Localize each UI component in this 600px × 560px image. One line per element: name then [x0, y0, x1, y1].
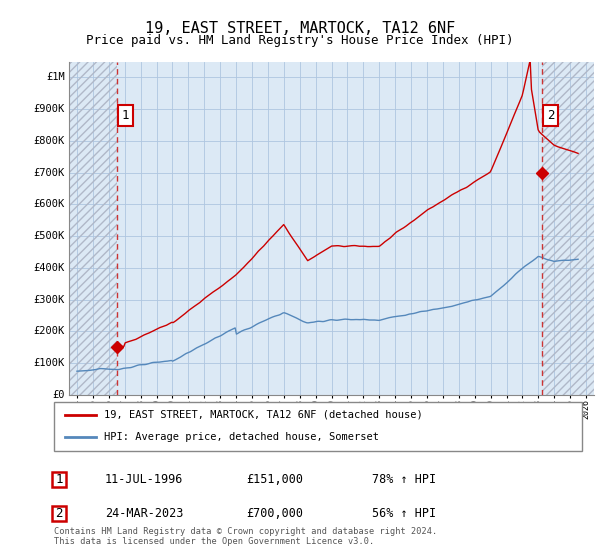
Text: £300K: £300K — [34, 295, 65, 305]
Text: 19, EAST STREET, MARTOCK, TA12 6NF (detached house): 19, EAST STREET, MARTOCK, TA12 6NF (deta… — [104, 410, 423, 420]
Text: 1: 1 — [122, 109, 130, 122]
Text: £1M: £1M — [46, 72, 65, 82]
Text: £700,000: £700,000 — [246, 507, 303, 520]
Text: Price paid vs. HM Land Registry's House Price Index (HPI): Price paid vs. HM Land Registry's House … — [86, 34, 514, 46]
FancyBboxPatch shape — [52, 473, 67, 487]
Text: £400K: £400K — [34, 263, 65, 273]
Text: £900K: £900K — [34, 104, 65, 114]
Text: £700K: £700K — [34, 167, 65, 178]
Text: £600K: £600K — [34, 199, 65, 209]
Text: £500K: £500K — [34, 231, 65, 241]
Text: 19, EAST STREET, MARTOCK, TA12 6NF: 19, EAST STREET, MARTOCK, TA12 6NF — [145, 21, 455, 36]
Bar — [542, 62, 594, 395]
Bar — [69, 62, 117, 395]
Text: 11-JUL-1996: 11-JUL-1996 — [105, 473, 184, 487]
Text: £200K: £200K — [34, 326, 65, 337]
Text: 24-MAR-2023: 24-MAR-2023 — [105, 507, 184, 520]
FancyBboxPatch shape — [52, 506, 67, 521]
Text: 2: 2 — [55, 507, 63, 520]
Text: 1: 1 — [55, 473, 63, 487]
Text: £151,000: £151,000 — [246, 473, 303, 487]
Text: 78% ↑ HPI: 78% ↑ HPI — [372, 473, 436, 487]
Text: 2: 2 — [547, 109, 554, 122]
Text: HPI: Average price, detached house, Somerset: HPI: Average price, detached house, Some… — [104, 432, 379, 442]
Text: £100K: £100K — [34, 358, 65, 368]
FancyBboxPatch shape — [54, 402, 582, 451]
Text: £800K: £800K — [34, 136, 65, 146]
Text: 56% ↑ HPI: 56% ↑ HPI — [372, 507, 436, 520]
Text: £0: £0 — [52, 390, 65, 400]
Text: Contains HM Land Registry data © Crown copyright and database right 2024.
This d: Contains HM Land Registry data © Crown c… — [54, 526, 437, 546]
